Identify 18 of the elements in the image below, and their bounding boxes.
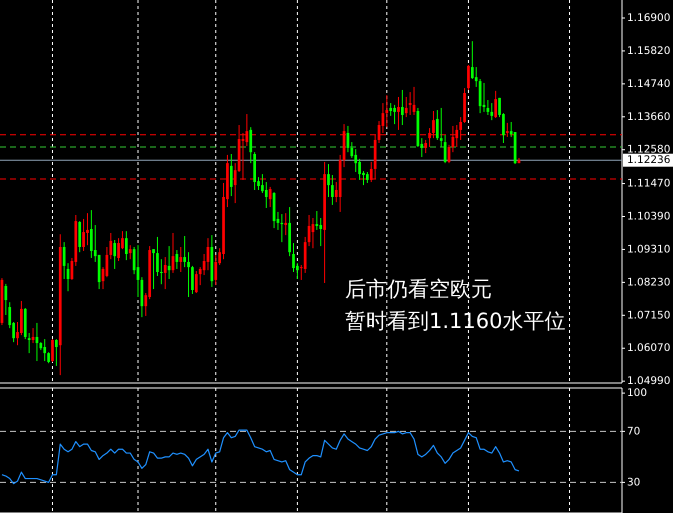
y-tick-label: 30 xyxy=(627,476,640,488)
y-tick-label: 1.14740 xyxy=(627,78,670,90)
y-tick-label: 1.08230 xyxy=(627,276,670,288)
ref-label: 1.12236 xyxy=(627,154,670,166)
y-tick-label: 1.12580 xyxy=(627,144,670,156)
annotation: 暂时看到1.1160水平位 xyxy=(345,309,566,333)
y-tick-label: 1.10390 xyxy=(627,210,670,222)
y-tick-label: 1.15820 xyxy=(627,44,670,57)
y-tick-label: 1.06070 xyxy=(627,342,670,354)
y-tick-label: 1.07150 xyxy=(627,309,670,322)
y-tick-label: 1.16900 xyxy=(627,12,670,24)
y-tick-label: 1.13660 xyxy=(627,110,670,123)
y-tick-label: 1.04990 xyxy=(627,375,670,388)
y-tick-label: 1.09310 xyxy=(627,243,670,256)
annotation: 后市仍看空欧元 xyxy=(345,277,492,301)
y-tick-label: 70 xyxy=(627,425,640,438)
y-tick-label: 100 xyxy=(627,387,648,400)
y-tick-label: 1.11470 xyxy=(627,178,670,190)
